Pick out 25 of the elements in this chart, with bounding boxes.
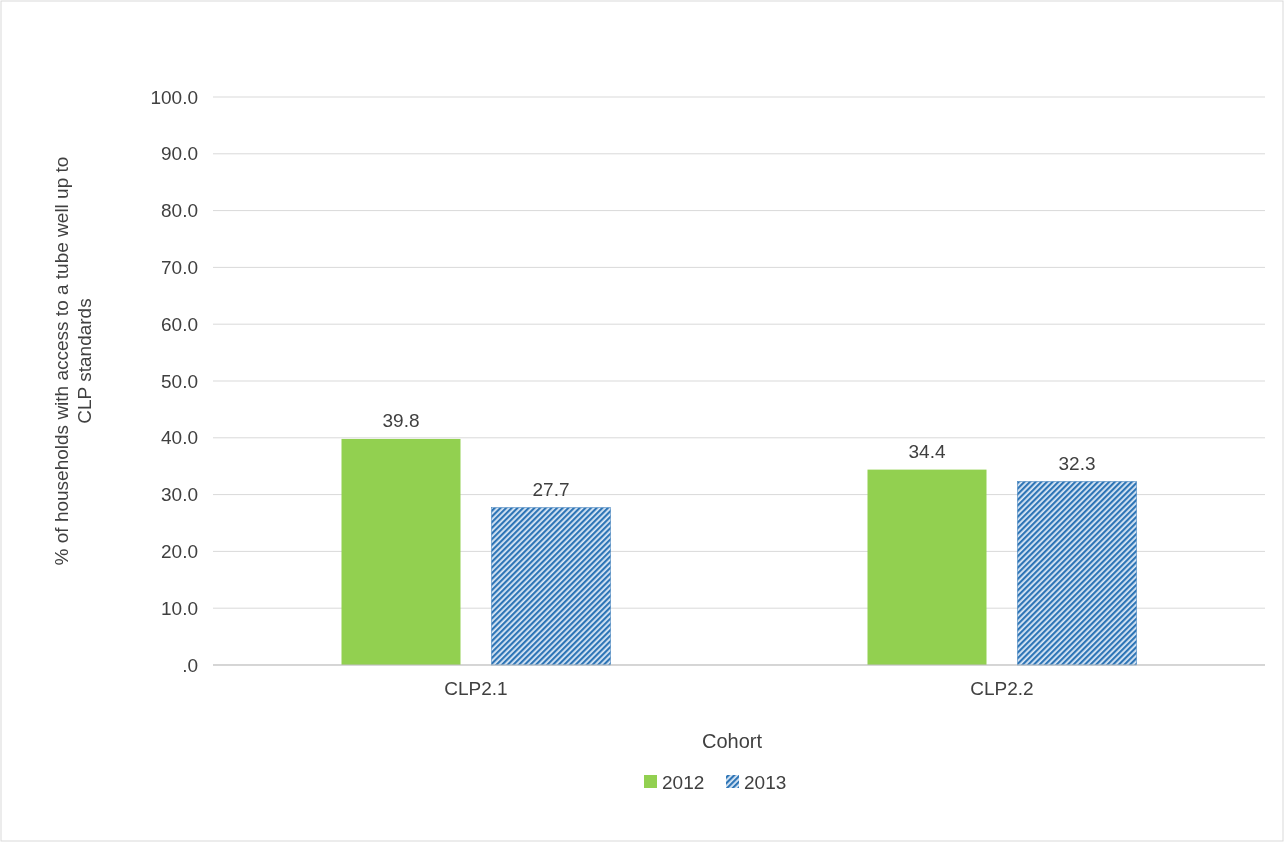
- y-tick-label: 60.0: [161, 313, 198, 335]
- data-label: 27.7: [532, 478, 570, 500]
- data-label: 32.3: [1058, 452, 1096, 474]
- y-tick-label: 80.0: [161, 200, 198, 222]
- legend-label: 2012: [662, 771, 705, 793]
- legend-label: 2013: [744, 771, 787, 793]
- y-tick-label: 40.0: [161, 427, 198, 449]
- bar: [491, 507, 611, 666]
- y-tick-label: 20.0: [161, 541, 198, 563]
- data-label: 39.8: [382, 409, 420, 431]
- y-axis-title: % of households with access to a tube well up to CLP standards: [51, 156, 95, 566]
- x-axis-title: Cohort: [701, 730, 763, 752]
- y-tick-label: 90.0: [161, 143, 198, 165]
- y-tick-label: 10.0: [161, 597, 198, 619]
- bar: [341, 438, 461, 665]
- bar: [1017, 481, 1137, 666]
- y-tick-label: 100.0: [150, 86, 198, 108]
- y-tick-label: .0: [182, 654, 198, 676]
- y-tick-label: 30.0: [161, 484, 198, 506]
- x-tick-label: CLP2.1: [444, 678, 508, 699]
- bar: [867, 469, 987, 665]
- y-tick-label: 70.0: [161, 257, 198, 279]
- y-tick-label: 50.0: [161, 370, 198, 392]
- x-tick-label: CLP2.2: [970, 678, 1034, 699]
- data-label: 34.4: [908, 440, 946, 462]
